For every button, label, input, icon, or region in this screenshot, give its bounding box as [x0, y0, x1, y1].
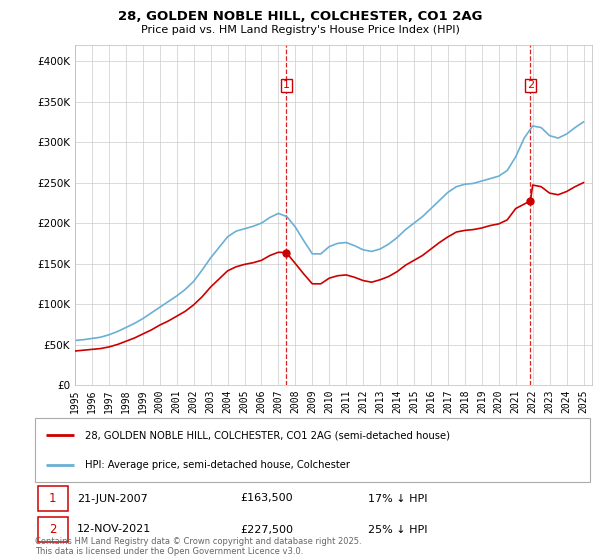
FancyBboxPatch shape	[38, 486, 68, 511]
Text: 28, GOLDEN NOBLE HILL, COLCHESTER, CO1 2AG: 28, GOLDEN NOBLE HILL, COLCHESTER, CO1 2…	[118, 10, 482, 23]
Text: 21-JUN-2007: 21-JUN-2007	[77, 493, 148, 503]
FancyBboxPatch shape	[38, 517, 68, 542]
Text: 17% ↓ HPI: 17% ↓ HPI	[368, 493, 427, 503]
Text: £163,500: £163,500	[241, 493, 293, 503]
Text: 12-NOV-2021: 12-NOV-2021	[77, 525, 151, 534]
Text: 2: 2	[527, 81, 534, 91]
Text: Price paid vs. HM Land Registry's House Price Index (HPI): Price paid vs. HM Land Registry's House …	[140, 25, 460, 35]
FancyBboxPatch shape	[35, 418, 590, 482]
Text: Contains HM Land Registry data © Crown copyright and database right 2025.
This d: Contains HM Land Registry data © Crown c…	[35, 536, 362, 556]
Text: 1: 1	[49, 492, 56, 505]
Text: 2: 2	[49, 523, 56, 536]
Text: HPI: Average price, semi-detached house, Colchester: HPI: Average price, semi-detached house,…	[85, 460, 350, 470]
Text: 28, GOLDEN NOBLE HILL, COLCHESTER, CO1 2AG (semi-detached house): 28, GOLDEN NOBLE HILL, COLCHESTER, CO1 2…	[85, 430, 450, 440]
Text: 1: 1	[283, 81, 290, 91]
Text: 25% ↓ HPI: 25% ↓ HPI	[368, 525, 427, 534]
Text: £227,500: £227,500	[241, 525, 293, 534]
